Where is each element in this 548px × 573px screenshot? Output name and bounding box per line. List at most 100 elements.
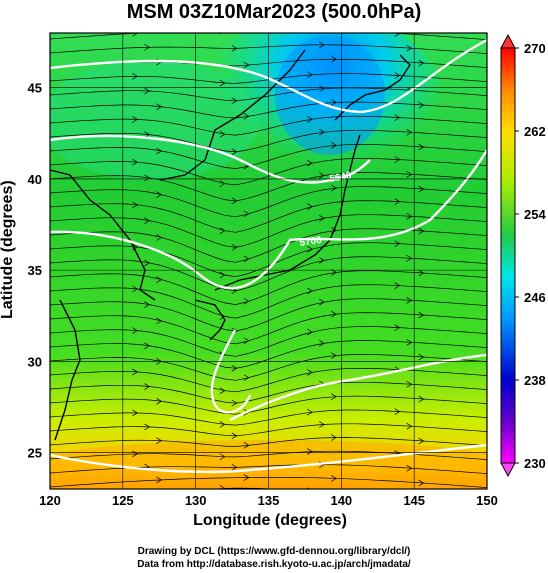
streamline-arrow — [243, 337, 250, 345]
streamline-arrow — [243, 255, 250, 263]
y-tick-label: 40 — [28, 172, 42, 187]
streamline-arrow — [219, 387, 226, 394]
streamline-arrow — [418, 479, 425, 487]
colorbar-tick-label: 254 — [524, 207, 546, 222]
streamline-arrow — [307, 369, 313, 376]
streamline-arrow — [418, 395, 425, 403]
streamline-arrow — [319, 421, 325, 428]
streamline-arrow — [319, 41, 325, 49]
colorbar-bottom-arrow — [500, 462, 516, 478]
streamline-arrow — [394, 72, 401, 79]
streamline-arrow — [394, 240, 401, 247]
map-title: MSM 03Z10Mar2023 (500.0hPa) — [126, 1, 422, 23]
streamline-arrow — [406, 171, 413, 178]
colorbar-tick-label: 270 — [524, 41, 546, 56]
streamline-arrow — [243, 210, 250, 218]
streamline-arrow — [319, 128, 325, 136]
streamline-arrow — [156, 317, 163, 325]
streamline-arrow — [331, 434, 337, 441]
streamline-arrow — [319, 257, 325, 264]
streamline-arrow — [219, 180, 226, 187]
streamline-arrow — [331, 56, 337, 63]
streamline-arrow — [307, 245, 313, 253]
streamline-arrow — [394, 198, 401, 205]
streamline-arrow — [394, 114, 401, 121]
streamline-arrow — [319, 85, 325, 92]
streamline-arrow — [132, 158, 139, 166]
streamline-arrow — [418, 143, 425, 151]
streamline-arrow — [144, 259, 151, 267]
streamline-arrow — [418, 311, 425, 319]
contour-label-5700: 5700 — [299, 235, 323, 249]
x-axis-label: Longitude (degrees) — [193, 512, 347, 529]
streamline-arrow — [231, 45, 238, 52]
streamline-arrow — [418, 185, 425, 193]
streamline-arrow — [243, 61, 250, 69]
streamline-arrow — [243, 374, 250, 381]
streamline-arrow — [331, 352, 337, 359]
streamline-arrow — [331, 310, 337, 318]
streamline-arrow — [406, 464, 413, 472]
streamline-arrow — [231, 243, 238, 251]
contour-label-5640: 5640 — [329, 170, 353, 185]
temperature-field — [50, 33, 487, 489]
streamline-arrow — [219, 227, 226, 235]
streamline-arrow — [156, 437, 163, 444]
streamline-arrow — [231, 364, 238, 372]
colorbar-tick-label: 246 — [524, 290, 546, 305]
streamline-arrow — [132, 201, 139, 209]
colorbar-tick-label: 238 — [524, 373, 546, 388]
x-tick-labels: 120 125 130 135 140 145 150 — [39, 493, 498, 508]
streamline-arrow — [144, 301, 151, 308]
streamline-arrow — [406, 213, 413, 220]
contour-labels: 5640 5700 — [299, 170, 353, 249]
x-tick-label: 140 — [330, 493, 352, 508]
x-tick-label: 130 — [185, 493, 207, 508]
streamline-arrow — [418, 353, 425, 361]
colorbar-body — [500, 47, 516, 464]
streamline-arrow — [307, 159, 313, 167]
streamline-arrow — [231, 148, 238, 156]
streamline-arrow — [132, 116, 139, 123]
streamline-arrow — [418, 59, 425, 67]
streamline-arrow — [243, 162, 250, 170]
streamline-arrow — [395, 492, 400, 498]
streamline-arrow — [418, 227, 425, 235]
streamline-arrow — [144, 87, 151, 95]
streamline-arrow — [406, 422, 413, 430]
x-tick-label: 135 — [258, 493, 280, 508]
streamline-arrow — [231, 464, 238, 471]
y-tick-label: 25 — [28, 446, 42, 461]
streamline-arrow — [243, 112, 250, 120]
streamline-arrow — [156, 234, 163, 241]
streamline-arrow — [394, 324, 401, 331]
streamline-arrow — [319, 172, 325, 179]
streamline-arrow — [418, 101, 425, 109]
credit-drawing: Drawing by DCL (https://www.gfd-dennou.o… — [137, 546, 411, 557]
streamline-arrow — [156, 103, 163, 110]
streamline-arrow — [231, 97, 238, 105]
streamline-arrow — [307, 203, 313, 210]
colorbar: 230 238 246 254 262 270 — [500, 33, 546, 478]
streamline-arrow — [243, 474, 250, 481]
y-tick-label: 30 — [28, 354, 42, 369]
x-tick-label: 125 — [112, 493, 134, 508]
streamline-arrow — [331, 184, 337, 192]
streamline-arrow — [406, 44, 413, 52]
y-axis-label: Latitude (degrees) — [0, 180, 16, 319]
streamline-arrow — [331, 99, 337, 106]
streamline-arrow — [418, 269, 425, 277]
streamline-arrow — [331, 269, 337, 276]
streamline-arrow — [144, 342, 151, 350]
streamline-arrow — [132, 285, 139, 293]
streamline-arrow — [231, 197, 238, 205]
streamline-arrow — [406, 129, 413, 136]
streamline-arrow — [319, 340, 325, 347]
streamline-arrow — [144, 423, 151, 431]
colorbar-top-arrow — [500, 33, 516, 49]
streamline-arrow — [243, 297, 250, 305]
streamline-arrow — [219, 421, 226, 428]
streamline-arrow — [144, 43, 151, 51]
streamline-arrow — [319, 214, 325, 222]
